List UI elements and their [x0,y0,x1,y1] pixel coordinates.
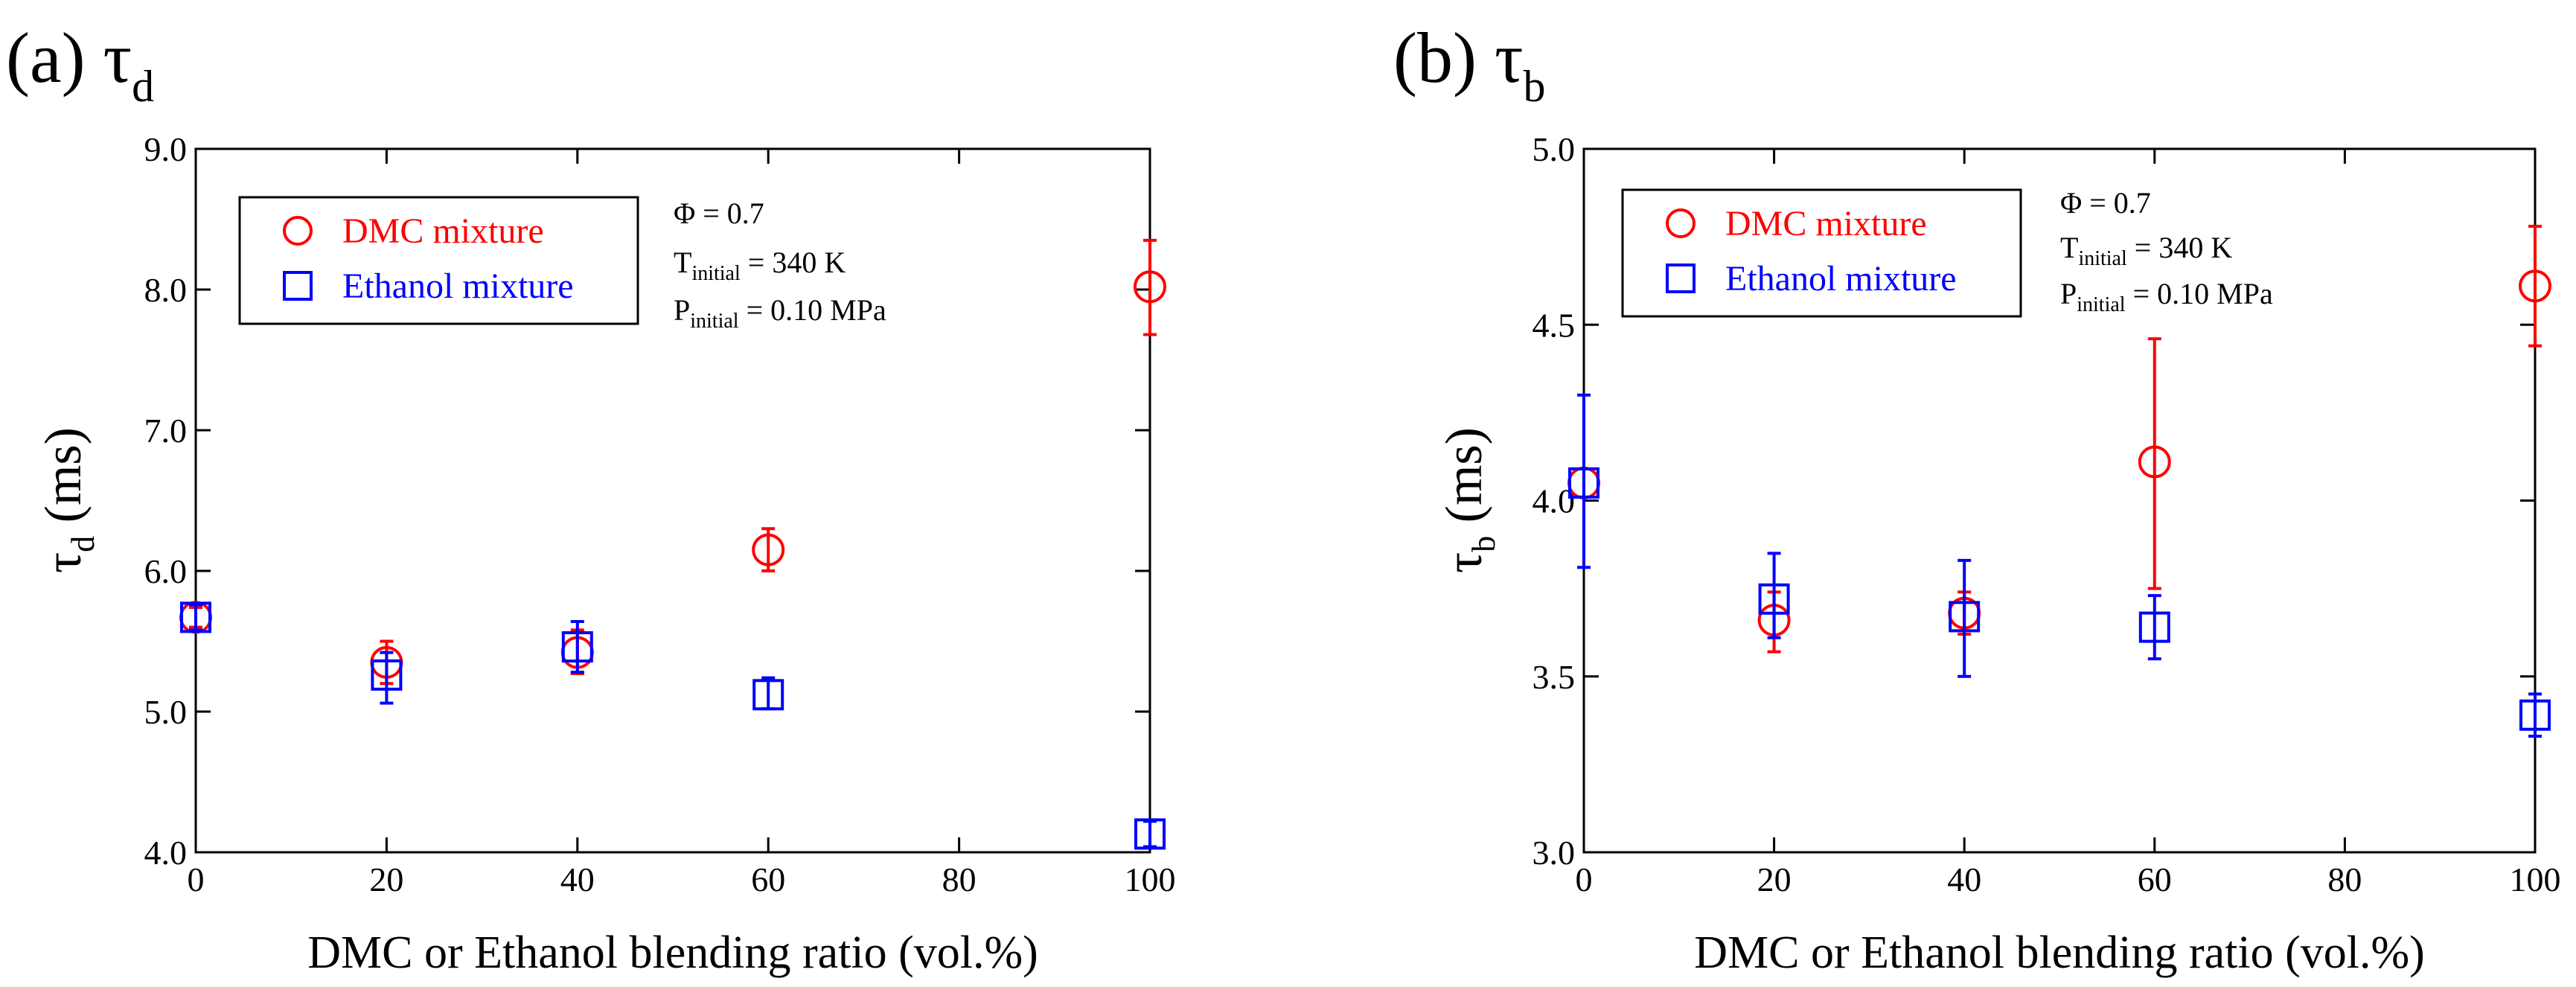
plot-area [1582,147,2537,854]
data-series [1567,224,2551,738]
legend: DMC mixture Ethanol mixture [238,196,639,325]
ethanol-data-point [180,601,211,633]
conditions-annotation: Φ = 0.7 Tinitial = 340 K Pinitial = 0.10… [2060,186,2273,316]
x-axis-label: DMC or Ethanol blending ratio (vol.%) [307,927,1038,978]
legend-circle-marker [1666,208,1696,238]
phi-annotation: Φ = 0.7 [2060,186,2151,220]
temperature-annotation: Tinitial = 340 K [2060,231,2232,270]
y-ticks: 4.0 5.0 6.0 7.0 8.0 9.0 [144,130,1150,872]
legend-label-ethanol: Ethanol mixture [1725,259,1957,298]
legend-square-marker [1666,263,1696,293]
y-axis-label: τb (ms) [1436,427,1502,573]
dmc-data-point [752,533,785,566]
ethanol-data-point [1134,818,1166,850]
x-tick-label: 0 [1576,860,1593,898]
x-tick-label: 100 [2510,860,2561,898]
pressure-annotation: Pinitial = 0.10 MPa [674,293,886,333]
y-tick-label: 6.0 [144,552,188,590]
y-tick-label: 3.0 [1533,834,1576,872]
x-tick-label: 20 [1757,860,1792,898]
panel-title: (b) τb [1393,18,1546,111]
y-tick-label: 8.0 [144,271,188,309]
y-axis-label: τd (ms) [35,427,101,573]
y-tick-label: 7.0 [144,412,188,450]
dmc-data-point [1134,270,1166,304]
ethanol-data-point [2519,699,2551,731]
legend-label-dmc: DMC mixture [342,211,544,251]
y-tick-label: 5.0 [144,693,188,731]
legend: DMC mixture Ethanol mixture [1621,188,2022,318]
ethanol-data-point [1758,583,1790,615]
legend-label-ethanol: Ethanol mixture [342,266,574,306]
ethanol-data-point [2138,611,2170,643]
panel-title: (a) τd [6,18,154,111]
dmc-data-point [2138,445,2171,479]
y-tick-label: 4.5 [1533,306,1576,344]
y-ticks: 3.0 3.5 4.0 4.5 5.0 [1533,130,2535,872]
ethanol-data-point [1949,601,1981,633]
x-tick-label: 40 [560,860,595,898]
x-tick-label: 60 [751,860,785,898]
x-tick-label: 20 [369,860,403,898]
x-axis-label: DMC or Ethanol blending ratio (vol.%) [1694,927,2425,978]
y-tick-label: 3.5 [1533,658,1576,696]
panel-a: (a) τd 0 20 40 60 80 100 4.0 5.0 6.0 7.0 8.0 9.0 D… [6,18,1176,978]
y-tick-label: 9.0 [144,130,188,168]
legend-circle-marker [283,216,313,246]
plot-area [194,147,1151,854]
ethanol-data-point [371,659,403,691]
dmc-data-point [2519,269,2551,303]
x-tick-label: 0 [188,860,205,898]
y-tick-label: 5.0 [1533,130,1576,168]
y-tick-label: 4.0 [1533,482,1576,520]
conditions-annotation: Φ = 0.7 Tinitial = 340 K Pinitial = 0.10… [674,197,886,333]
phi-annotation: Φ = 0.7 [674,197,764,230]
x-tick-label: 60 [2138,860,2172,898]
panel-b: (b) τb 0 20 40 60 80 100 3.0 3.5 4.0 4.5 5.0 DMC … [1393,18,2561,978]
data-series [179,238,1166,850]
legend-box [238,196,639,325]
ethanol-data-point [561,631,593,663]
temperature-annotation: Tinitial = 340 K [674,246,846,285]
x-ticks: 0 20 40 60 80 100 [1576,149,2561,898]
ethanol-data-point [1568,467,1599,499]
x-tick-label: 80 [942,860,977,898]
x-ticks: 0 20 40 60 80 100 [188,149,1176,898]
pressure-annotation: Pinitial = 0.10 MPa [2060,277,2273,316]
y-tick-label: 4.0 [144,834,188,872]
legend-square-marker [283,271,313,301]
ethanol-data-point [752,679,784,711]
x-tick-label: 100 [1125,860,1176,898]
x-tick-label: 40 [1947,860,1981,898]
x-tick-label: 80 [2327,860,2362,898]
legend-box [1621,188,2022,318]
legend-label-dmc: DMC mixture [1725,204,1927,243]
